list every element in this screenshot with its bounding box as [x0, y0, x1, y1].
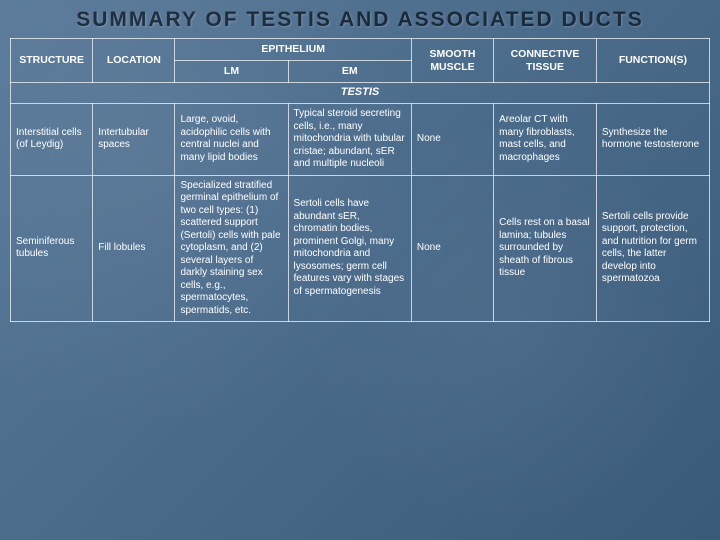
- cell-structure: Interstitial cells (of Leydig): [11, 104, 93, 176]
- cell-muscle: None: [411, 104, 493, 176]
- header-em: EM: [288, 61, 411, 83]
- cell-tissue: Cells rest on a basal lamina; tubules su…: [494, 175, 597, 322]
- page-title: SUMMARY OF TESTIS AND ASSOCIATED DUCTS: [0, 0, 720, 38]
- header-location: LOCATION: [93, 39, 175, 83]
- header-muscle: SMOOTH MUSCLE: [411, 39, 493, 83]
- header-structure: STRUCTURE: [11, 39, 93, 83]
- cell-muscle: None: [411, 175, 493, 322]
- summary-table: STRUCTURE LOCATION EPITHELIUM SMOOTH MUS…: [10, 38, 710, 322]
- section-label: TESTIS: [11, 83, 710, 104]
- cell-location: Intertubular spaces: [93, 104, 175, 176]
- header-tissue: CONNECTIVE TISSUE: [494, 39, 597, 83]
- table-row: Seminiferous tubules Fill lobules Specia…: [11, 175, 710, 322]
- cell-structure: Seminiferous tubules: [11, 175, 93, 322]
- section-row: TESTIS: [11, 83, 710, 104]
- header-lm: LM: [175, 61, 288, 83]
- cell-location: Fill lobules: [93, 175, 175, 322]
- table-row: Interstitial cells (of Leydig) Intertubu…: [11, 104, 710, 176]
- cell-tissue: Areolar CT with many fibroblasts, mast c…: [494, 104, 597, 176]
- cell-lm: Specialized stratified germinal epitheli…: [175, 175, 288, 322]
- cell-em: Sertoli cells have abundant sER, chromat…: [288, 175, 411, 322]
- cell-lm: Large, ovoid, acidophilic cells with cen…: [175, 104, 288, 176]
- cell-function: Synthesize the hormone testosterone: [596, 104, 709, 176]
- cell-em: Typical steroid secreting cells, i.e., m…: [288, 104, 411, 176]
- cell-function: Sertoli cells provide support, protectio…: [596, 175, 709, 322]
- header-row-1: STRUCTURE LOCATION EPITHELIUM SMOOTH MUS…: [11, 39, 710, 61]
- header-epithelium: EPITHELIUM: [175, 39, 411, 61]
- header-function: FUNCTION(S): [596, 39, 709, 83]
